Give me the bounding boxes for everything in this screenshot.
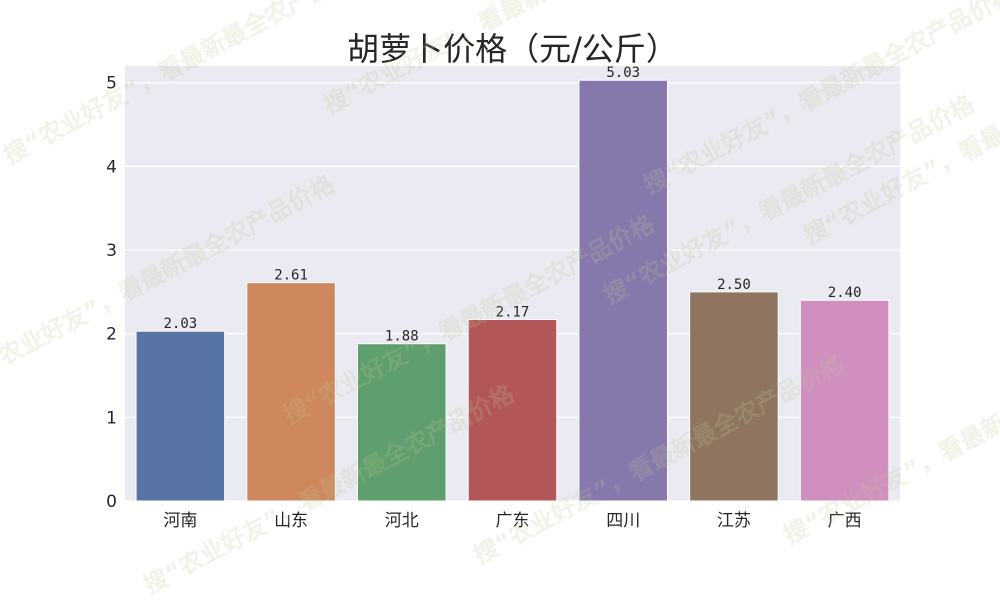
- data-label: 2.40: [828, 285, 862, 301]
- bar: [799, 299, 890, 502]
- data-label: 1.88: [385, 329, 419, 345]
- x-tick-label: 山东: [274, 511, 308, 531]
- data-label: 5.03: [606, 65, 640, 81]
- x-tick-label: 河北: [385, 511, 419, 531]
- bar: [357, 343, 447, 502]
- y-tick-label: 3: [106, 241, 117, 261]
- y-tick-label: 0: [106, 492, 117, 512]
- data-label: 2.61: [274, 268, 308, 284]
- y-tick-label: 2: [106, 325, 117, 345]
- bar: [135, 330, 226, 502]
- bar: [246, 282, 336, 502]
- data-label: 2.03: [163, 316, 197, 332]
- bar-chart: 0 1 2 3 4 5 2.03 河南 2.61 山东 1.88 河北 2.17 广东 5.03 四川 2.50…: [106, 30, 900, 531]
- y-tick-label: 1: [106, 408, 117, 428]
- data-label: 2.50: [717, 277, 751, 293]
- x-tick-label: 广西: [828, 511, 862, 531]
- chart-title: 胡萝卜价格（元/公斤）: [347, 30, 678, 68]
- y-tick-label: 5: [106, 74, 117, 94]
- bar: [578, 79, 669, 502]
- bar: [689, 291, 779, 502]
- y-tick-label: 4: [106, 157, 117, 177]
- x-tick-label: 河南: [163, 511, 197, 531]
- bar: [467, 318, 558, 502]
- x-tick-label: 江苏: [717, 511, 751, 531]
- x-tick-label: 广东: [496, 511, 530, 531]
- data-label: 2.17: [496, 304, 530, 320]
- x-tick-label: 四川: [606, 511, 640, 531]
